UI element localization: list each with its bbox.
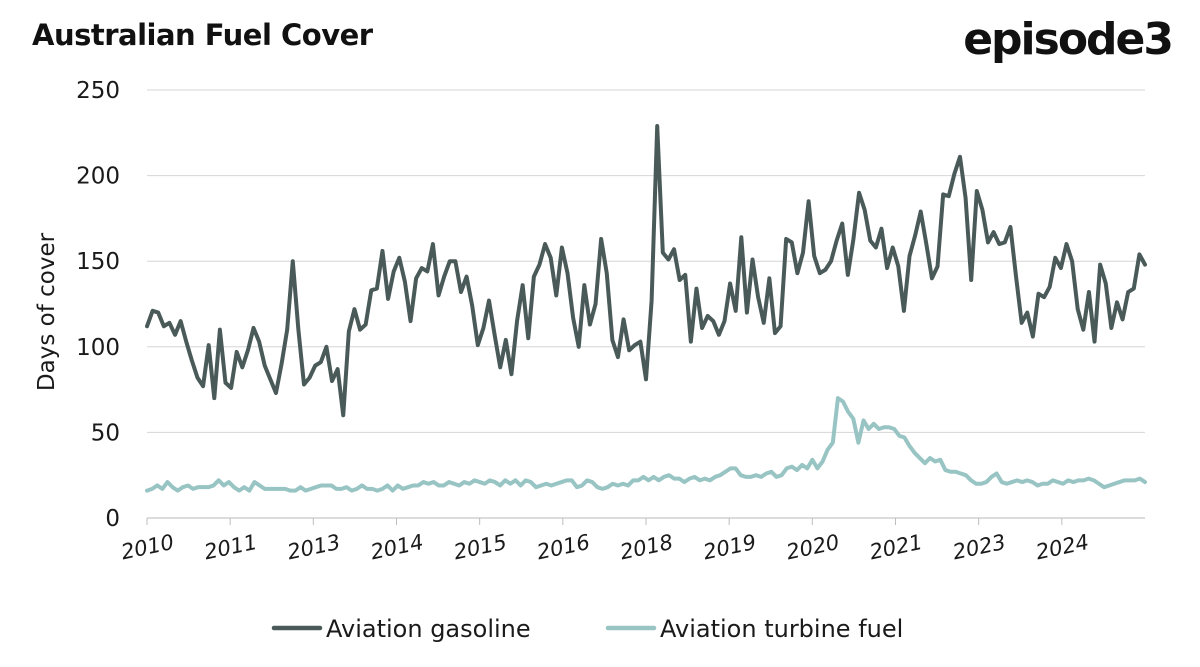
series-line-0: [145, 123, 1147, 418]
x-axis-ticks: 2010 2011 2013 2014 2015 2016 2018 2019 2020 2021…: [119, 518, 1091, 564]
series-lines: [145, 123, 1147, 493]
legend-label-0: Aviation gasoline: [326, 615, 531, 643]
y-tick-label: 0: [105, 506, 120, 532]
y-tick-label: 250: [76, 78, 120, 104]
x-tick-label: 2023: [951, 530, 1008, 565]
x-tick-label: 2013: [285, 530, 342, 565]
y-axis-title: Days of cover: [34, 232, 60, 391]
x-tick-label: 2024: [1034, 530, 1091, 565]
x-tick-label: 2016: [535, 530, 592, 565]
x-tick-label: 2014: [368, 530, 425, 565]
x-tick-label: 2010: [119, 530, 176, 565]
legend: Aviation gasoline Aviation turbine fuel: [271, 615, 903, 643]
x-tick-label: 2015: [452, 530, 509, 565]
y-axis-ticks: 0 50 100 150 200 250: [76, 78, 120, 532]
brand-logo: episode3: [963, 14, 1174, 65]
y-tick-label: 50: [91, 420, 120, 446]
x-tick-label: 2011: [202, 530, 259, 565]
y-tick-label: 200: [76, 164, 120, 190]
x-tick-label: 2018: [618, 530, 675, 565]
grid: [147, 89, 1145, 433]
chart-title: Australian Fuel Cover: [32, 18, 373, 52]
y-tick-label: 150: [76, 249, 120, 275]
series-line-1: [145, 396, 1147, 493]
y-tick-label: 100: [76, 335, 120, 361]
x-tick-label: 2020: [784, 530, 841, 565]
x-tick-label: 2019: [701, 530, 758, 565]
legend-label-1: Aviation turbine fuel: [660, 615, 903, 643]
x-tick-label: 2021: [867, 530, 924, 565]
